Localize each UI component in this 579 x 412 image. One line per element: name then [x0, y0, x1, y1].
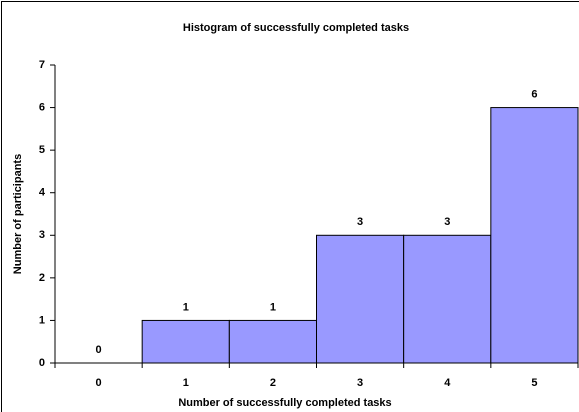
- x-tick-label: 0: [96, 377, 102, 389]
- data-label: 1: [270, 301, 276, 313]
- data-label: 1: [183, 301, 189, 313]
- y-axis-label: Number of participants: [12, 154, 24, 274]
- bar: [403, 234, 492, 364]
- bar: [228, 319, 317, 364]
- x-tick-label: 3: [357, 377, 363, 389]
- data-label: 6: [531, 88, 537, 100]
- y-tick-label: 5: [39, 144, 45, 156]
- data-label: 3: [357, 216, 363, 228]
- x-axis-label: Number of successfully completed tasks: [178, 397, 391, 409]
- data-label: 3: [444, 216, 450, 228]
- chart-title: Histogram of successfully completed task…: [183, 22, 409, 34]
- y-tick-label: 6: [39, 101, 45, 113]
- x-tick-label: 2: [270, 377, 276, 389]
- bar: [490, 107, 579, 364]
- y-tick-label: 7: [39, 59, 45, 71]
- x-tick-label: 1: [183, 377, 189, 389]
- y-tick-label: 3: [39, 229, 45, 241]
- y-tick-label: 0: [39, 357, 45, 369]
- y-tick-label: 1: [39, 314, 45, 326]
- x-tick-label: 4: [444, 377, 451, 389]
- data-label: 0: [96, 344, 102, 356]
- bar: [316, 234, 405, 364]
- x-tick-label: 5: [531, 377, 537, 389]
- bar: [141, 319, 230, 364]
- y-tick-label: 2: [39, 272, 45, 284]
- y-tick-label: 4: [39, 187, 46, 199]
